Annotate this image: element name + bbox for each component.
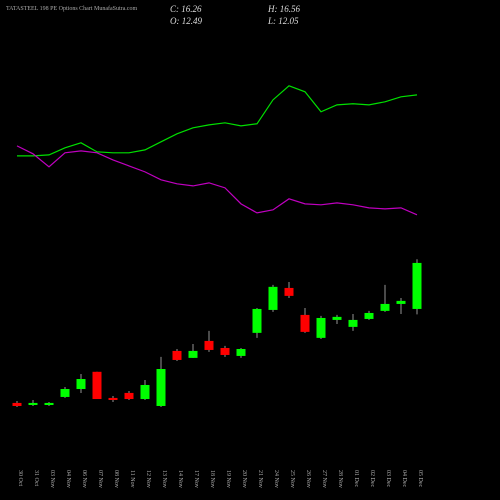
x-tick-label: 03 Nov [49,470,55,488]
candle-body [108,397,118,401]
x-tick-label: 21 Nov [257,470,263,488]
candle-body [396,300,406,304]
x-tick-label: 19 Nov [225,470,231,488]
candle-body [172,350,182,360]
x-tick-label: 26 Nov [305,470,311,488]
candle-body [156,368,166,406]
candle-body [268,286,278,310]
x-tick-label: 04 Nov [65,470,71,488]
x-tick-label: 07 Nov [97,470,103,488]
x-tick-label: 27 Nov [321,470,327,488]
x-tick-label: 13 Nov [161,470,167,488]
x-tick-label: 06 Nov [81,470,87,488]
x-tick-label: 31 Oct [33,470,39,486]
x-tick-label: 03 Dec [385,470,391,487]
candle-body [12,402,22,406]
candle-body [252,308,262,333]
candle-body [332,316,342,320]
x-tick-label: 01 Dec [353,470,359,487]
x-tick-label: 08 Nov [113,470,119,488]
x-tick-label: 25 Nov [289,470,295,488]
candle-body [380,303,390,311]
x-tick-label: 12 Nov [145,470,151,488]
low-info: L: 12.05 [267,16,299,26]
x-tick-label: 24 Nov [273,470,279,488]
candle-body [300,314,310,332]
close-info: C: 16.26 [170,4,202,14]
candle-body [284,287,294,296]
indicator-line [16,145,418,216]
x-tick-label: 17 Nov [193,470,199,488]
x-tick-label: 14 Nov [177,470,183,488]
candle-body [188,350,198,358]
x-tick-label: 05 Dec [417,470,423,487]
candle-body [236,348,246,356]
candle-body [364,312,374,319]
candle-body [124,392,134,400]
x-tick-label: 18 Nov [209,470,215,488]
candle-body [204,340,214,350]
x-tick-label: 30 Oct [17,470,23,486]
candle-body [92,371,102,400]
candle-body [220,348,230,355]
candle-body [28,402,38,406]
chart-title: TATASTEEL 198 PE Options Chart MunafaSut… [6,5,137,12]
x-tick-label: 04 Dec [401,470,407,487]
x-tick-label: 02 Dec [369,470,375,487]
candle-body [76,379,86,390]
candle-body [348,319,358,327]
open-info: O: 12.49 [170,16,202,26]
indicator-line [17,85,418,157]
high-info: H: 16.56 [267,4,300,14]
x-tick-label: 11 Nov [129,470,135,488]
candle-body [60,389,70,397]
candle-body [316,317,326,338]
candle-body [44,402,54,406]
candle-body [140,384,150,400]
candle-body [412,262,422,309]
x-tick-label: 28 Nov [337,470,343,488]
x-tick-label: 20 Nov [241,470,247,488]
